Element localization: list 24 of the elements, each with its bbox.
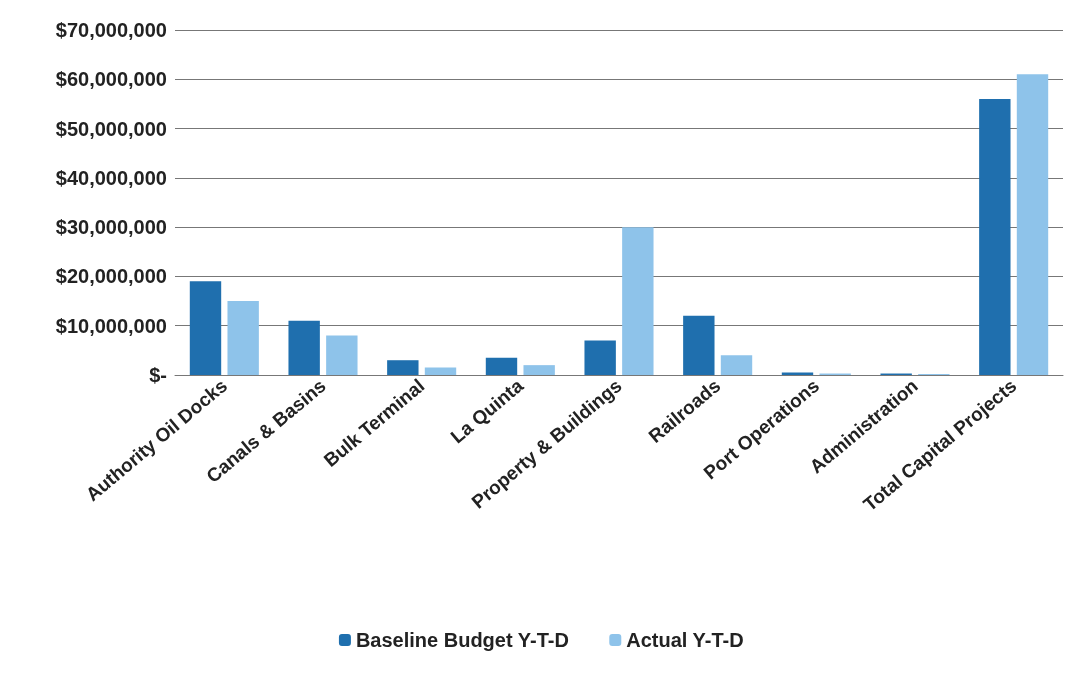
legend-label: Baseline Budget Y-T-D (355, 629, 569, 651)
bar (979, 99, 1011, 375)
bar (387, 360, 419, 375)
bar (227, 301, 259, 375)
y-tick-label: $60,000,000 (55, 68, 167, 91)
legend-label: Actual Y-T-D (626, 629, 744, 651)
y-tick-label: $70,000,000 (55, 19, 167, 41)
bar (485, 357, 518, 375)
bar (189, 281, 222, 375)
bar (326, 335, 358, 375)
y-tick-label: $10,000,000 (55, 314, 167, 337)
y-tick-label: $40,000,000 (55, 166, 167, 189)
bar (584, 340, 616, 375)
bar (683, 315, 715, 375)
bar (523, 365, 555, 375)
y-tick-label: $50,000,000 (55, 117, 167, 140)
y-tick-label: $20,000,000 (55, 265, 167, 288)
bar (720, 355, 753, 375)
bar (1016, 74, 1049, 375)
bar (622, 227, 654, 375)
bar (424, 367, 457, 375)
y-tick-label: $- (149, 364, 167, 386)
bar (288, 320, 320, 375)
y-tick-label: $30,000,000 (55, 216, 167, 239)
